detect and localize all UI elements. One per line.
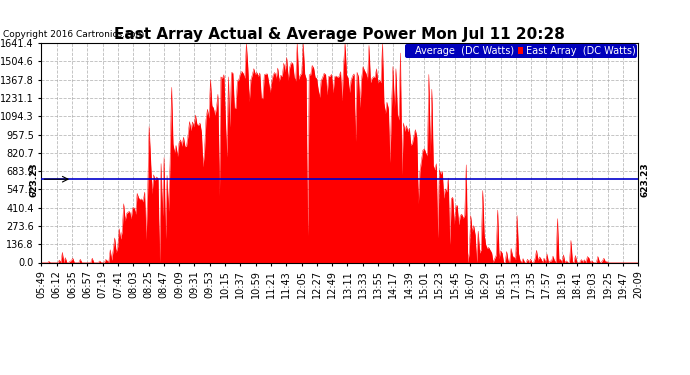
Legend: Average  (DC Watts), East Array  (DC Watts): Average (DC Watts), East Array (DC Watts… [405,44,638,58]
Text: 623.23: 623.23 [30,162,39,196]
Title: East Array Actual & Average Power Mon Jul 11 20:28: East Array Actual & Average Power Mon Ju… [115,27,565,42]
Text: Copyright 2016 Cartronics.com: Copyright 2016 Cartronics.com [3,30,145,39]
Text: 623.23: 623.23 [641,162,650,196]
